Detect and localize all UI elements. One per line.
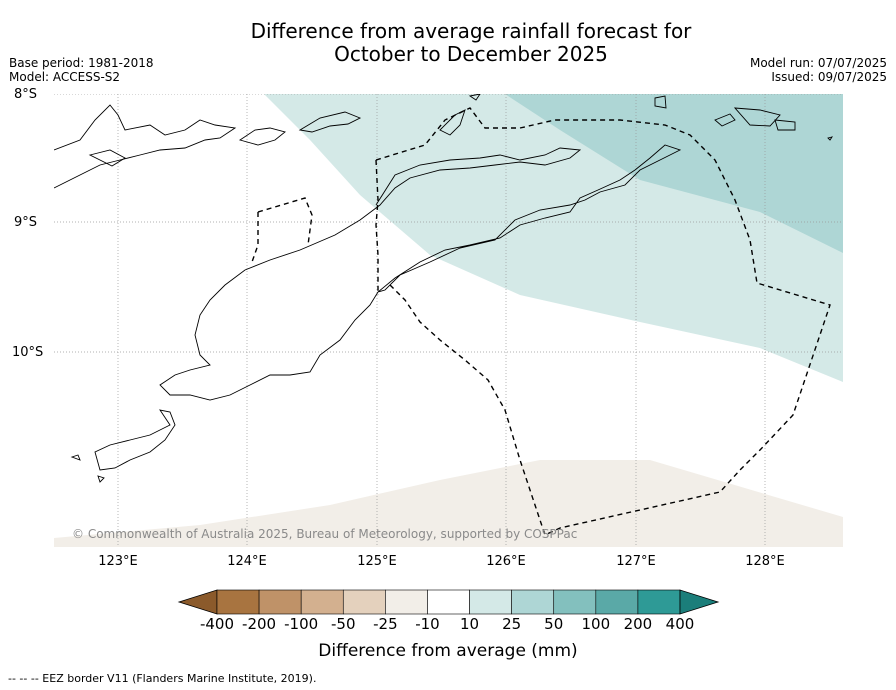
lon-label-124e: 124°E [227, 554, 267, 569]
colorbar-swatch [553, 589, 597, 615]
title-line-2: October to December 2025 [334, 42, 608, 66]
model-run-date: Model run: 07/07/2025 [749, 56, 887, 70]
colorbar-tick-label: 200 [623, 615, 653, 633]
region-light-brown [54, 460, 843, 547]
lat-label-8s: 8°S [14, 87, 38, 102]
lon-label-125e: 125°E [357, 554, 397, 569]
colorbar-tick-label: -100 [284, 615, 319, 633]
title-line-1: Difference from average rainfall forecas… [250, 19, 692, 43]
colorbar-tick-label: -10 [415, 615, 440, 633]
colorbar-swatch [469, 589, 512, 615]
colorbar-swatch [385, 589, 428, 615]
colorbar-swatch [216, 589, 260, 615]
colorbar-tick-label: -25 [373, 615, 398, 633]
colorbar-extend-low [177, 589, 218, 615]
colorbar-tick-label: -50 [331, 615, 356, 633]
colorbar-swatch [427, 589, 470, 615]
colorbar-tick-label: -200 [242, 615, 277, 633]
model-name: Model: ACCESS-S2 [9, 70, 121, 84]
colorbar-swatch [258, 589, 302, 615]
model-info: Base period: 1981-2018 Model: ACCESS-S2 [9, 56, 154, 84]
colorbar-label: Difference from average (mm) [318, 641, 578, 661]
lon-label-128e: 128°E [745, 554, 785, 569]
run-info: Model run: 07/07/2025 Issued: 09/07/2025 [750, 56, 887, 84]
lon-label-123e: 123°E [98, 554, 138, 569]
issued-date: Issued: 09/07/2025 [771, 70, 887, 84]
colorbar-extend-high [679, 589, 720, 615]
lat-label-9s: 9°S [14, 215, 38, 230]
colorbar-tick-label: 50 [544, 615, 564, 633]
colorbar-tick-label: 100 [581, 615, 611, 633]
lon-label-127e: 127°E [616, 554, 656, 569]
map-title: Difference from average rainfall forecas… [0, 20, 896, 66]
coastlines [54, 94, 834, 483]
colorbar-swatch [595, 589, 639, 615]
eez-legend-note: -- -- -- EEZ border V11 (Flanders Marine… [8, 672, 317, 685]
colorbar-tick-label: 10 [459, 615, 480, 633]
base-period: Base period: 1981-2018 [9, 56, 154, 70]
colorbar-swatch [342, 589, 386, 615]
lon-label-126e: 126°E [486, 554, 526, 569]
colorbar-swatch [637, 589, 681, 615]
copyright-notice: © Commonwealth of Australia 2025, Bureau… [72, 527, 578, 541]
colorbar-swatch [511, 589, 555, 615]
colorbar-tick-label: 25 [502, 615, 522, 633]
colorbar-tick-label: -400 [199, 615, 235, 633]
region-mid-teal [505, 94, 843, 253]
lat-label-10s: 10°S [12, 345, 44, 360]
eez-borders [251, 107, 831, 536]
colorbar-tick-label: 400 [665, 615, 695, 633]
colorbar-swatch [300, 589, 344, 615]
